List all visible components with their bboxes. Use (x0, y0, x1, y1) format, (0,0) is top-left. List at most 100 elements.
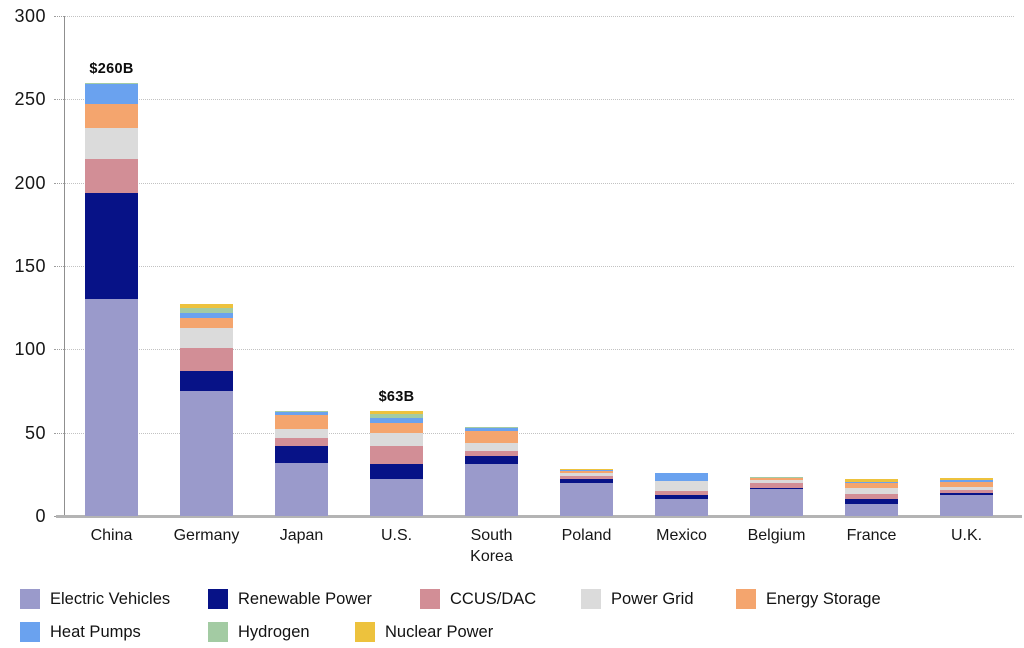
bar-segment-power-grid (85, 127, 138, 160)
bar-segment-renewable-power (85, 192, 138, 300)
legend-label: Heat Pumps (50, 622, 141, 641)
y-axis-label: 300 (14, 6, 46, 26)
y-axis-tick (54, 349, 64, 351)
y-axis-label: 0 (35, 506, 46, 526)
y-axis-label: 100 (14, 339, 46, 360)
bar-segment-ccus-dac (275, 438, 328, 446)
bar-segment-electric-vehicles (560, 482, 613, 516)
legend-item: Nuclear Power (355, 621, 493, 643)
bar-segment-energy-storage (85, 104, 138, 128)
y-axis-line (64, 16, 65, 516)
bar-segment-energy-storage (180, 317, 233, 328)
legend-swatch (581, 589, 601, 609)
legend-swatch (20, 589, 40, 609)
x-axis-label: Japan (279, 527, 324, 544)
bar (370, 411, 423, 516)
legend-item: Heat Pumps (20, 621, 141, 643)
x-axis-label: U.S. (380, 527, 413, 544)
gridline (64, 16, 1014, 17)
legend-item: CCUS/DAC (420, 588, 536, 610)
bar-segment-ccus-dac (465, 450, 518, 456)
bar (940, 477, 993, 516)
bar-segment-power-grid (655, 480, 708, 491)
bar-segment-ccus-dac (940, 490, 993, 493)
legend-swatch (208, 622, 228, 642)
bar (655, 472, 708, 516)
bar-segment-renewable-power (370, 464, 423, 480)
bar-segment-ccus-dac (655, 490, 708, 496)
bar-segment-heat-pumps (370, 417, 423, 423)
bar (465, 426, 518, 516)
legend-label: CCUS/DAC (450, 589, 537, 608)
legend-label: Renewable Power (238, 589, 372, 608)
bar-segment-power-grid (940, 486, 993, 491)
y-axis-tick (54, 182, 64, 184)
bar-segment-energy-storage (370, 422, 423, 433)
bar-segment-renewable-power (940, 492, 993, 496)
legend-item: Power Grid (581, 588, 694, 610)
bar-segment-power-grid (845, 487, 898, 495)
bar-segment-nuclear-power (560, 469, 613, 471)
gridline (64, 266, 1014, 267)
bar-annotation: $63B (378, 389, 415, 405)
bar-segment-hydrogen (750, 476, 803, 478)
legend-item: Electric Vehicles (20, 588, 170, 610)
bar-segment-heat-pumps (465, 427, 518, 431)
bar (750, 476, 803, 516)
x-axis-label: Mexico (656, 527, 707, 544)
y-axis-label: 50 (24, 422, 46, 443)
legend-label: Energy Storage (766, 589, 881, 608)
bar-segment-heat-pumps (180, 312, 233, 318)
bar-segment-nuclear-power (845, 478, 898, 482)
bar (180, 304, 233, 516)
bar-segment-renewable-power (655, 495, 708, 500)
y-axis-tick (54, 16, 64, 17)
legend-swatch (420, 589, 440, 609)
x-axis-label: China (90, 527, 133, 544)
bar-segment-energy-storage (560, 470, 613, 474)
bar-segment-electric-vehicles (180, 390, 233, 516)
legend-label: Electric Vehicles (50, 589, 171, 608)
y-axis-tick (54, 432, 64, 434)
bar-segment-energy-storage (940, 481, 993, 487)
bar (85, 82, 138, 516)
bar-segment-ccus-dac (85, 159, 138, 193)
x-axis-label: Belgium (747, 527, 806, 544)
bar-segment-renewable-power (180, 370, 233, 391)
legend-swatch (20, 622, 40, 642)
bar-segment-energy-storage (275, 415, 328, 430)
x-axis-line (56, 515, 1022, 518)
x-axis-label: Germany (173, 527, 240, 544)
bar-segment-hydrogen (180, 307, 233, 313)
bar-segment-hydrogen (370, 414, 423, 418)
gridline (64, 99, 1014, 101)
legend-item: Hydrogen (208, 621, 310, 643)
bar-segment-nuclear-power (370, 411, 423, 415)
legend-label: Nuclear Power (385, 622, 494, 641)
bar-segment-hydrogen (465, 426, 518, 428)
bar-segment-heat-pumps (275, 411, 328, 416)
bar-segment-electric-vehicles (940, 495, 993, 516)
x-axis-label: Poland (561, 527, 612, 544)
bar-segment-renewable-power (845, 499, 898, 505)
bar-segment-electric-vehicles (275, 462, 328, 516)
bar-segment-power-grid (465, 443, 518, 451)
bar (845, 478, 898, 517)
legend-item: Renewable Power (208, 588, 372, 610)
y-axis-tick (54, 266, 64, 267)
bar-segment-power-grid (370, 432, 423, 446)
bar-segment-hydrogen (85, 82, 138, 85)
bar (560, 469, 613, 516)
bar-segment-energy-storage (845, 483, 898, 488)
bar-segment-heat-pumps (85, 84, 138, 105)
bar (275, 411, 328, 516)
x-axis-label: South Korea (470, 527, 513, 565)
bar-annotation: $260B (89, 60, 134, 77)
bar-segment-renewable-power (465, 455, 518, 465)
bar-segment-electric-vehicles (370, 479, 423, 516)
x-axis-label: France (846, 527, 897, 544)
bar-segment-power-grid (275, 429, 328, 439)
bar-segment-ccus-dac (370, 445, 423, 465)
bar-segment-ccus-dac (845, 494, 898, 500)
legend-swatch (208, 589, 228, 609)
